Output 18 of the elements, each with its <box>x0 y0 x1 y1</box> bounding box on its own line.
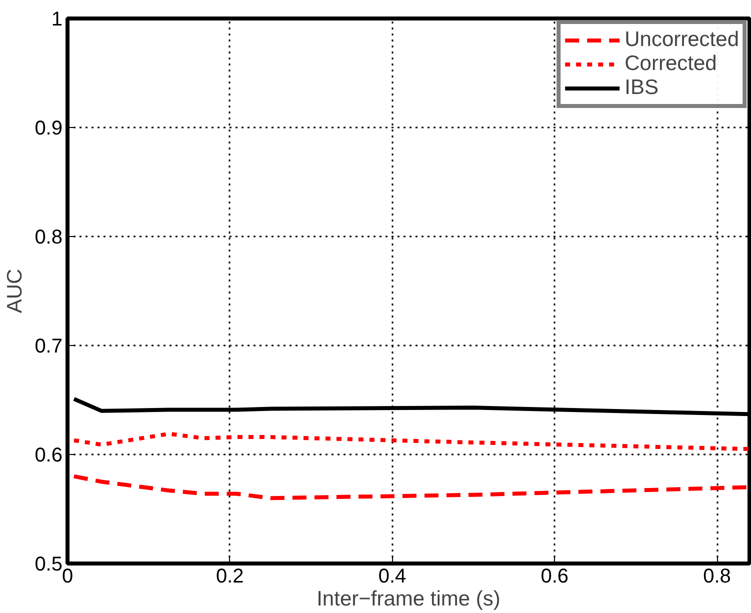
legend-label: Corrected <box>624 52 717 76</box>
y-tick-label: 0.9 <box>34 118 63 140</box>
y-tick-label: 1 <box>51 8 62 30</box>
x-tick-label: 0.2 <box>216 566 244 588</box>
y-tick-label: 0.8 <box>34 226 63 248</box>
y-tick-label: 0.6 <box>34 444 63 466</box>
x-tick-label: 0.4 <box>378 566 406 588</box>
x-axis-title: Inter−frame time (s) <box>316 588 500 610</box>
x-tick-label: 0.6 <box>540 566 569 588</box>
y-tick-label: 0.5 <box>34 554 63 576</box>
legend-label: IBS <box>624 76 658 100</box>
y-tick-label: 0.7 <box>34 336 63 358</box>
x-tick-label: 0 <box>62 566 74 588</box>
line-series <box>72 432 750 452</box>
legend-label: Uncorrected <box>624 28 739 52</box>
y-axis-title: AUC <box>4 268 27 314</box>
line-series <box>72 474 750 500</box>
x-tick-label: 0.8 <box>703 566 731 588</box>
